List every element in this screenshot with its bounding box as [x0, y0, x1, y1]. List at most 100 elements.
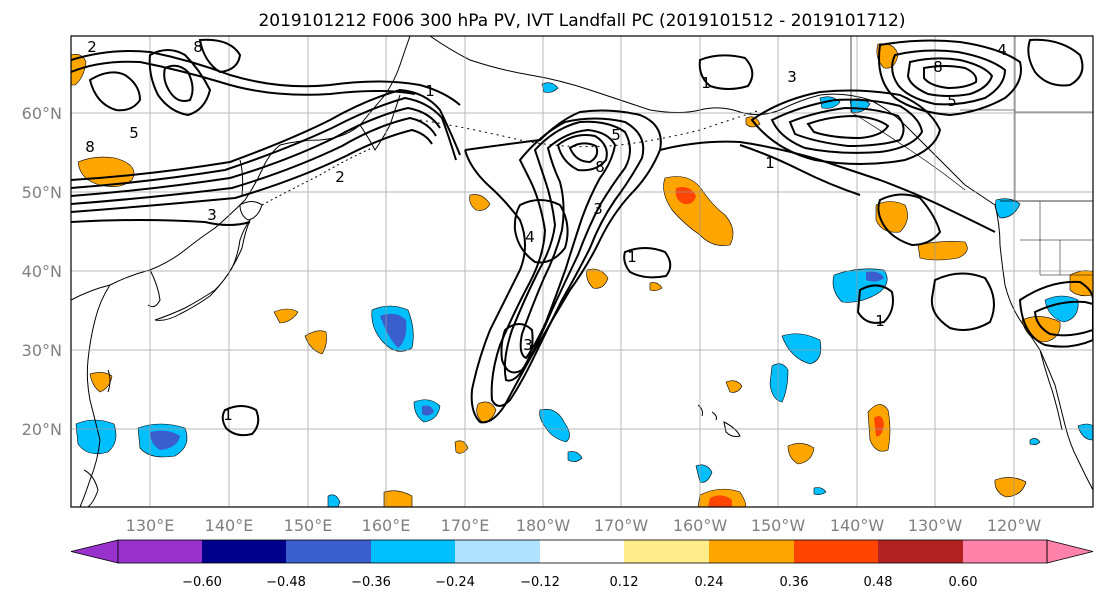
colorbar-tick-label: 0.12: [610, 575, 639, 590]
closed-contour: [906, 57, 994, 97]
hokkaido-coastline: [239, 201, 263, 221]
positive-anomaly-strong: [675, 187, 696, 205]
negative-anomaly: [1077, 423, 1093, 441]
negative-anomaly: [781, 333, 822, 365]
contour-label: 5: [611, 126, 621, 144]
trough-contour: [490, 117, 645, 407]
closed-contour: [148, 49, 212, 117]
colorbar-tick-label: 0.48: [864, 575, 893, 590]
colorbar: −0.60 −0.48 −0.36 −0.24 −0.12 0.12 0.24 …: [70, 539, 1094, 590]
positive-anomaly-strong: [874, 416, 884, 437]
lon-label: 160°E: [362, 516, 411, 535]
aleutian-islands: [419, 109, 761, 148]
hawaii-islands: [697, 404, 741, 437]
lat-label: 30°N: [22, 341, 62, 360]
negative-anomaly: [539, 408, 570, 443]
colorbar-tick-label: −0.36: [351, 575, 391, 590]
positive-anomaly: [586, 268, 609, 289]
closed-contour: [88, 71, 142, 112]
trough-contour: [503, 120, 631, 382]
map-title: 2019101212 F006 300 hPa PV, IVT Landfall…: [258, 11, 905, 31]
closed-contour: [930, 272, 995, 331]
closed-contour: [1018, 280, 1093, 348]
colorbar-segment: [455, 540, 540, 563]
positive-anomaly-strong: [708, 495, 732, 507]
positive-anomaly: [917, 241, 968, 261]
lat-label: 60°N: [22, 104, 62, 123]
lon-label: 170°W: [594, 516, 649, 535]
lon-label: 140°E: [205, 516, 254, 535]
taiwan: [107, 369, 111, 393]
baja-coastline: [1039, 349, 1063, 431]
lon-label: 150°E: [284, 516, 333, 535]
closed-contour: [513, 199, 569, 264]
negative-anomaly-strong: [380, 313, 407, 348]
positive-anomaly: [787, 443, 815, 465]
negative-anomaly: [1029, 438, 1041, 445]
jet-contour: [71, 116, 437, 205]
closed-contour: [1033, 300, 1093, 337]
closed-contour: [500, 323, 534, 374]
colorbar-segment: [540, 540, 624, 563]
closed-contour: [221, 405, 260, 437]
contour-label: 4: [997, 41, 1007, 59]
closed-contour: [806, 114, 890, 140]
negative-anomaly-strong: [422, 405, 434, 416]
closed-contour: [770, 98, 924, 154]
negative-anomaly: [567, 451, 583, 462]
lon-label: 170°E: [441, 516, 490, 535]
lon-label: 120°W: [987, 516, 1042, 535]
negative-anomaly: [769, 363, 789, 403]
negative-anomaly: [813, 487, 827, 495]
philippines: [83, 469, 99, 507]
kuril-islands: [261, 147, 373, 206]
contour-label: 1: [223, 406, 233, 424]
closed-contour: [877, 193, 942, 247]
alaska-canada-border: [850, 36, 966, 191]
contour-label: 1: [875, 312, 885, 330]
colorbar-tick-label: 0.60: [949, 575, 978, 590]
china-coastline: [79, 284, 111, 507]
contour-label: 5: [129, 124, 139, 142]
contour-label: 1: [765, 154, 775, 172]
closed-contour: [878, 39, 1022, 117]
latitude-labels: 60°N 50°N 40°N 30°N 20°N: [22, 104, 62, 439]
colorbar-segment: [963, 540, 1047, 563]
colorbar-segment: [624, 540, 709, 563]
contour-label: 3: [523, 336, 533, 354]
trough-contour: [519, 128, 617, 360]
lat-label: 40°N: [22, 262, 62, 281]
lat-label: 50°N: [22, 183, 62, 202]
positive-anomaly: [273, 308, 299, 324]
positive-anomaly: [476, 401, 497, 423]
colorbar-tick-label: −0.24: [435, 575, 475, 590]
japan-coastline: [154, 219, 251, 321]
closed-contour: [923, 65, 978, 90]
us-state-borders: [1020, 201, 1093, 276]
closed-contour: [698, 54, 754, 90]
contour-labels: 2 8 5 3 8 1 2 3 5 8 3 4 1 3 8 5 4 1 1 1 …: [85, 38, 1007, 424]
map-frame: [70, 35, 1094, 508]
contour-label: 5: [947, 92, 957, 110]
colorbar-tick-labels: −0.60 −0.48 −0.36 −0.24 −0.12 0.12 0.24 …: [182, 575, 977, 590]
contour-label: 1: [701, 74, 711, 92]
colorbar-segment: [202, 540, 286, 563]
jet-contour: [71, 50, 461, 106]
colorbar-segment: [371, 540, 455, 563]
colorbar-tick-label: 0.36: [780, 575, 809, 590]
colorbar-segments: [70, 539, 1094, 564]
korea-coastline: [147, 269, 161, 308]
lon-label: 180°W: [516, 516, 571, 535]
colorbar-segment: [878, 540, 963, 563]
canada-province-borders: [960, 36, 1093, 201]
negative-anomaly-strong: [150, 430, 180, 450]
map-area: 2 8 5 3 8 1 2 3 5 8 3 4 1 3 8 5 4 1 1 1 …: [71, 36, 1093, 507]
colorbar-segment: [794, 540, 878, 563]
lon-label: 130°E: [126, 516, 175, 535]
positive-anomaly: [89, 372, 113, 393]
colorbar-tick-label: 0.24: [695, 575, 724, 590]
closed-contour: [750, 89, 942, 165]
jet-contour: [71, 128, 433, 213]
closed-contour: [568, 142, 599, 164]
colorbar-extend-min: [70, 539, 119, 564]
